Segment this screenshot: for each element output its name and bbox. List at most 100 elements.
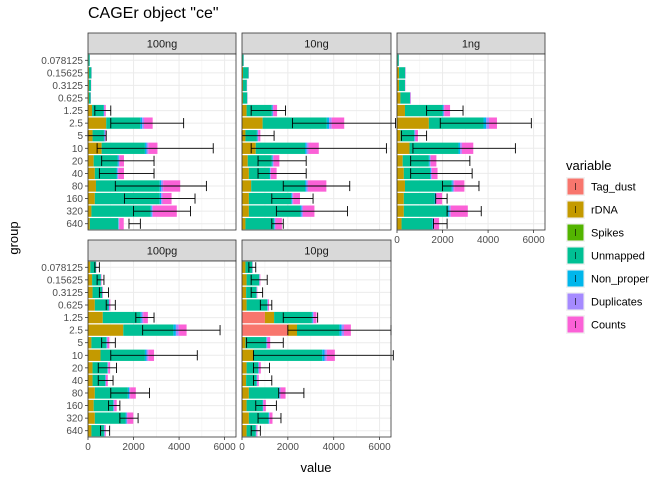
bar-segment-rdna xyxy=(242,79,243,92)
y-tick-label: 0.3125 xyxy=(52,81,83,92)
bar-segment-unmapped xyxy=(246,374,257,387)
bar-segment-rdna xyxy=(88,205,92,217)
y-tick-label: 40 xyxy=(72,376,84,387)
y-tick-label: 20 xyxy=(72,363,84,374)
bar-segment-rdna xyxy=(88,167,95,180)
y-tick-label: 640 xyxy=(66,426,83,437)
bar-segment-rdna xyxy=(397,155,403,167)
bar-segment-rdna xyxy=(242,399,247,412)
panel-border xyxy=(87,53,237,231)
bar-segment-rdna xyxy=(88,92,89,104)
bar-segment-unmapped xyxy=(102,311,141,324)
bar-segment-rdna xyxy=(88,117,107,129)
panel-strip-label: 100pg xyxy=(147,246,178,258)
legend-label-duplicates: Duplicates xyxy=(591,297,643,309)
bar-segment-rdna xyxy=(397,218,402,230)
x-tick-label: 2000 xyxy=(431,235,454,246)
bar-segment-unmapped xyxy=(88,67,92,79)
x-tick-label: 6000 xyxy=(213,442,236,453)
bar-segment-rdna xyxy=(88,67,89,79)
bar-segment-unmapped xyxy=(246,299,268,311)
y-tick-label: 1.25 xyxy=(64,106,84,117)
y-tick-label: 0.3125 xyxy=(52,288,83,299)
x-tick-label: 0 xyxy=(239,442,245,453)
bar-segment-unmapped xyxy=(399,79,405,92)
y-tick-label: 0.15625 xyxy=(47,275,84,286)
bar-segment-rdna xyxy=(397,205,404,217)
legend-label-spikes: Spikes xyxy=(591,228,625,240)
y-tick-label: 0.15625 xyxy=(47,68,84,79)
panel-border xyxy=(241,260,392,438)
y-tick-label: 160 xyxy=(66,401,83,412)
x-tick-label: 4000 xyxy=(323,442,346,453)
bar-segment-rdna xyxy=(88,324,124,336)
bar-segment-unmapped xyxy=(403,192,435,205)
y-tick-label: 2.5 xyxy=(69,119,83,130)
y-tick-label: 5 xyxy=(77,338,83,349)
bar-segment-rdna xyxy=(397,167,404,180)
y-tick-label: 1.25 xyxy=(64,313,84,324)
panel-border xyxy=(241,53,392,231)
bar-segment-rdna xyxy=(242,274,247,286)
bar-segment-rdna xyxy=(242,286,247,299)
bar-segment-rdna xyxy=(397,192,404,205)
bar-segment-rdna xyxy=(397,142,410,154)
bar-segment-unmapped xyxy=(248,192,292,205)
bar-segment-rdna xyxy=(397,92,401,104)
bar-segment-unmapped xyxy=(399,67,406,79)
bar-segment-unmapped xyxy=(404,180,452,192)
bar-segment-rdna xyxy=(242,425,247,437)
bar-segment-rdna xyxy=(397,180,405,192)
y-tick-label: 80 xyxy=(72,182,84,193)
bar-segment-unmapped xyxy=(90,261,96,273)
bar-segment-unmapped xyxy=(88,79,91,92)
panel-background xyxy=(242,261,391,437)
bar-segment-rdna xyxy=(88,218,90,230)
x-axis-title: value xyxy=(300,460,331,475)
y-tick-label: 10 xyxy=(72,144,84,155)
bar-segment-rdna xyxy=(88,299,95,311)
bar-segment-unmapped xyxy=(397,54,399,66)
bar-segment-rdna xyxy=(88,399,94,412)
bar-segment-unmapped xyxy=(92,274,101,286)
bar-segment-unmapped xyxy=(251,180,306,192)
legend-label-counts: Counts xyxy=(591,320,626,332)
bar-segment-rdna xyxy=(88,337,92,349)
bar-segment-unmapped xyxy=(91,425,104,437)
bar-segment-unmapped xyxy=(88,54,90,66)
bar-segment-rdna xyxy=(397,117,429,129)
bar-segment-unmapped xyxy=(243,67,249,79)
bar-segment-rdna xyxy=(242,104,247,117)
y-tick-label: 0.625 xyxy=(58,301,83,312)
bar-segment-rdna xyxy=(397,104,405,117)
bar-segment-rdna xyxy=(242,349,254,361)
x-tick-label: 0 xyxy=(394,235,400,246)
bar-segment-rdna xyxy=(242,337,246,349)
bar-segment-unmapped xyxy=(242,92,248,104)
y-tick-label: 2.5 xyxy=(69,326,83,337)
y-tick-label: 320 xyxy=(66,207,83,218)
bar-segment-counts xyxy=(119,218,124,230)
bar-segment-unmapped xyxy=(88,92,91,104)
bar-segment-rdna xyxy=(397,130,401,142)
bar-segment-rdna xyxy=(264,311,275,324)
bar-segment-rdna xyxy=(242,67,244,79)
chart-title: CAGEr object "ce" xyxy=(88,5,219,22)
bar-segment-rdna xyxy=(88,362,93,374)
bar-segment-rdna xyxy=(242,362,247,374)
panel-border xyxy=(396,53,546,231)
bar-segment-unmapped xyxy=(93,399,114,412)
bar-segment-rdna xyxy=(88,142,102,154)
bar-segment-rdna xyxy=(88,311,103,324)
bar-segment-unmapped xyxy=(248,387,279,399)
y-tick-label: 160 xyxy=(66,194,83,205)
bar-segment-tag_dust xyxy=(242,311,265,324)
x-tick-label: 6000 xyxy=(368,442,391,453)
x-tick-label: 4000 xyxy=(168,442,191,453)
bar-segment-unmapped xyxy=(242,79,247,92)
panel-border xyxy=(87,260,237,438)
panel-strip-label: 10pg xyxy=(304,246,328,258)
y-axis-title: group xyxy=(6,221,21,254)
bar-segment-rdna xyxy=(397,67,400,79)
